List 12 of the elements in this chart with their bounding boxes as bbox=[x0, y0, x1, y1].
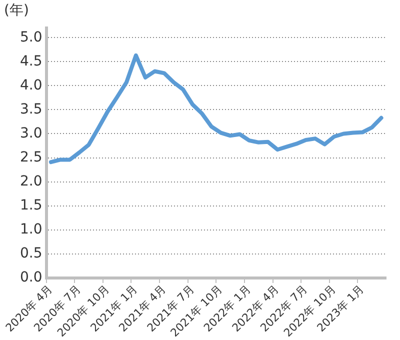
y-tick-label: 0.5 bbox=[20, 246, 42, 262]
y-tick-label: 3.0 bbox=[20, 125, 42, 142]
y-tick-label: 0.0 bbox=[20, 270, 42, 286]
y-tick-label: 1.0 bbox=[20, 222, 42, 238]
y-tick-label: 1.5 bbox=[20, 197, 42, 214]
y-tick-label: 3.5 bbox=[20, 101, 42, 118]
y-tick-label: 2.0 bbox=[20, 173, 42, 190]
y-tick-label: 4.5 bbox=[20, 53, 42, 70]
y-tick-label: 2.5 bbox=[20, 149, 42, 166]
y-tick-label: 4.0 bbox=[20, 77, 42, 94]
y-tick-label: 5.0 bbox=[20, 29, 42, 46]
y-axis-title: (年) bbox=[4, 2, 29, 19]
